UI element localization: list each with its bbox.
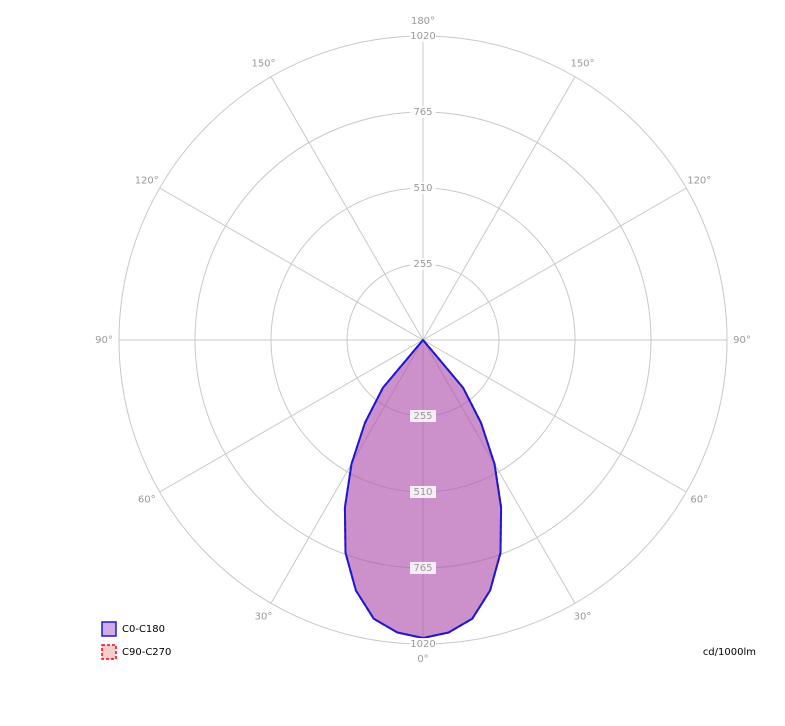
r-tick-label: 1020 (410, 31, 435, 42)
r-tick-label: 255 (413, 411, 432, 422)
tick-label-bg (410, 106, 436, 118)
angle-label: 60° (690, 495, 708, 506)
r-tick-label: 510 (413, 487, 432, 498)
angle-label: 120° (687, 176, 711, 187)
angle-label: 0° (417, 654, 428, 665)
tick-label-bg (410, 30, 436, 42)
legend-label: C0-C180 (122, 624, 165, 635)
legend-label: C90-C270 (122, 647, 171, 658)
angle-label: 150° (570, 59, 594, 70)
angle-label: 60° (138, 495, 156, 506)
r-tick-label: 1020 (410, 639, 435, 650)
angle-label: 30° (574, 611, 592, 622)
angle-label: 90° (95, 335, 113, 346)
unit-label: cd/1000lm (703, 647, 756, 658)
tick-label-bg (410, 562, 436, 574)
angle-label: 150° (251, 59, 275, 70)
angle-label: 180° (411, 16, 435, 27)
r-tick-label: 765 (413, 107, 432, 118)
tick-label-bg (410, 258, 436, 270)
r-tick-label: 510 (413, 183, 432, 194)
tick-label-bg (410, 410, 436, 422)
legend-swatch (101, 621, 117, 637)
angle-label: 30° (255, 611, 273, 622)
r-tick-label: 765 (413, 563, 432, 574)
tick-label-bg (410, 486, 436, 498)
legend-swatch (101, 644, 117, 660)
r-tick-label: 255 (413, 259, 432, 270)
angle-label: 120° (135, 176, 159, 187)
angle-label: 90° (733, 335, 751, 346)
tick-label-bg (410, 182, 436, 194)
tick-label-bg (410, 638, 436, 650)
